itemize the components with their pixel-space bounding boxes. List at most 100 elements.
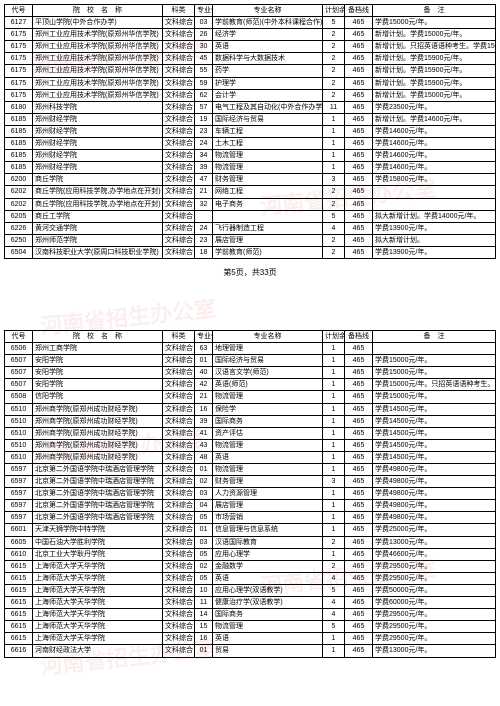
cell-major-code xyxy=(195,210,213,222)
cell-major-code: 19 xyxy=(195,113,213,125)
cell-major-name: 国际经济与贸易 xyxy=(213,355,323,367)
pager: 第5页，共33页 xyxy=(4,267,496,278)
cell-subject: 文科综合 xyxy=(163,150,195,162)
cell-code: 6597 xyxy=(5,464,33,476)
cell-note: 学费13900元/年。 xyxy=(373,222,496,234)
cell-line: 465 xyxy=(345,427,373,439)
cell-major-code: 55 xyxy=(195,65,213,77)
header-note: 备 注 xyxy=(373,330,496,342)
header-major-code: 专业代号 xyxy=(195,330,213,342)
cell-plan: 1 xyxy=(323,633,345,645)
cell-major-code: 23 xyxy=(195,234,213,246)
cell-plan: 2 xyxy=(323,186,345,198)
cell-note xyxy=(373,198,496,210)
cell-code: 6185 xyxy=(5,113,33,125)
cell-school: 中国石油大学胜利学院 xyxy=(33,536,163,548)
cell-major-code: 41 xyxy=(195,427,213,439)
cell-line: 465 xyxy=(345,512,373,524)
table-row: 6127平顶山学院(中外合作办学)文科综合03学前教育(师范)(中外本科课程合作… xyxy=(5,17,496,29)
cell-line: 465 xyxy=(345,198,373,210)
table-row: 6504汉南科技职业大学(原周口科技职业学院)文科综合18学前教育(师范)246… xyxy=(5,246,496,258)
cell-code: 6200 xyxy=(5,174,33,186)
cell-school: 商丘学院(应用科技学院,办学地点在开封) xyxy=(33,186,163,198)
cell-major-code: 47 xyxy=(195,174,213,186)
header-school: 院 校 名 称 xyxy=(33,330,163,342)
cell-school: 郑州财经学院 xyxy=(33,138,163,150)
cell-subject: 文科综合 xyxy=(163,500,195,512)
cell-subject: 文科综合 xyxy=(163,343,195,355)
cell-subject: 文科综合 xyxy=(163,391,195,403)
table-row: 6175郑州工业应用技术学院(原郑州华信学院)文科综合45数据科学与大数据技术2… xyxy=(5,53,496,65)
cell-plan: 3 xyxy=(323,174,345,186)
cell-plan: 2 xyxy=(323,53,345,65)
table-row: 6597北京第二外国语学院中瑞酒店管理学院文科综合05市场营销1465学费498… xyxy=(5,512,496,524)
cell-major-name: 英语 xyxy=(213,633,323,645)
cell-plan: 1 xyxy=(323,512,345,524)
cell-line: 465 xyxy=(345,609,373,621)
cell-line: 465 xyxy=(345,572,373,584)
cell-code: 6507 xyxy=(5,355,33,367)
cell-subject: 文科综合 xyxy=(163,379,195,391)
cell-school: 郑州商学院(原郑州成功财经学院) xyxy=(33,451,163,463)
cell-major-name: 物流管理 xyxy=(213,464,323,476)
cell-note: 学费15000元/年。只招英语语种考生。 xyxy=(373,379,496,391)
cell-note: 学费25000元/年。 xyxy=(373,524,496,536)
cell-school: 北京第二外国语学院中瑞酒店管理学院 xyxy=(33,476,163,488)
cell-school: 安阳学院 xyxy=(33,367,163,379)
cell-school: 郑州工业应用技术学院(原郑州华信学院) xyxy=(33,41,163,53)
cell-major-name: 市场营销 xyxy=(213,512,323,524)
cell-school: 北京第二外国语学院中瑞酒店管理学院 xyxy=(33,512,163,524)
cell-code: 6508 xyxy=(5,391,33,403)
header-subject: 科类 xyxy=(163,5,195,17)
cell-major-name: 英语 xyxy=(213,572,323,584)
cell-major-name: 人力资源管理 xyxy=(213,488,323,500)
cell-major-name: 网络工程 xyxy=(213,186,323,198)
cell-note: 新增计划。只招英语语种考生。学费15000元/年。 xyxy=(373,41,496,53)
cell-school: 安阳学院 xyxy=(33,355,163,367)
cell-major-code: 48 xyxy=(195,451,213,463)
cell-school: 商丘学院 xyxy=(33,174,163,186)
cell-subject: 文科综合 xyxy=(163,113,195,125)
cell-line: 465 xyxy=(345,162,373,174)
cell-subject: 文科综合 xyxy=(163,403,195,415)
table-row: 6202商丘学院(应用科技学院,办学地点在开封)文科综合21网络工程2465 xyxy=(5,186,496,198)
cell-major-code: 16 xyxy=(195,403,213,415)
cell-code: 6510 xyxy=(5,439,33,451)
cell-school: 郑州商学院(原郑州成功财经学院) xyxy=(33,415,163,427)
cell-plan: 1 xyxy=(323,343,345,355)
cell-major-code: 63 xyxy=(195,343,213,355)
cell-school: 郑州商学院(原郑州成功财经学院) xyxy=(33,439,163,451)
cell-subject: 文科综合 xyxy=(163,125,195,137)
header-major-name: 专业名称 xyxy=(213,5,323,17)
cell-major-name: 应用心理学 xyxy=(213,548,323,560)
table-row: 6205商丘工学院文科综合5465拟大新增计划。学费14000元/年。 xyxy=(5,210,496,222)
cell-note: 学费49800元/年。 xyxy=(373,500,496,512)
cell-major-name: 车辆工程 xyxy=(213,125,323,137)
table-header-row: 代号 院 校 名 称 科类 专业代号 专业名称 计划余额 备档线 备 注 xyxy=(5,5,496,17)
table-row: 6185郑州财经学院文科综合39物流管理1465学费14600元/年。 xyxy=(5,162,496,174)
cell-plan: 2 xyxy=(323,41,345,53)
table-row: 6508信阳学院文科综合21物流管理1465学费15000元/年。 xyxy=(5,391,496,403)
cell-school: 郑州商学院(原郑州成功财经学院) xyxy=(33,403,163,415)
cell-major-code: 05 xyxy=(195,572,213,584)
cell-major-name: 国际商务 xyxy=(213,609,323,621)
cell-major-name: 应用心理学(双语教学) xyxy=(213,584,323,596)
cell-subject: 文科综合 xyxy=(163,89,195,101)
cell-subject: 文科综合 xyxy=(163,572,195,584)
cell-note: 学费14500元/年。 xyxy=(373,439,496,451)
cell-major-name: 物流管理 xyxy=(213,391,323,403)
cell-plan: 1 xyxy=(323,415,345,427)
cell-code: 6597 xyxy=(5,500,33,512)
table-row: 6615上海师范大学天华学院文科综合14国际商务4465学费29500元/年。 xyxy=(5,609,496,621)
cell-code: 6175 xyxy=(5,77,33,89)
table-row: 6507安阳学院文科综合42英语(师范)1465学费15000元/年。只招英语语… xyxy=(5,379,496,391)
table-row: 6200商丘学院文科综合47财务管理3465学费15800元/年。 xyxy=(5,174,496,186)
cell-code: 6175 xyxy=(5,29,33,41)
cell-subject: 文科综合 xyxy=(163,512,195,524)
cell-subject: 文科综合 xyxy=(163,464,195,476)
header-subject: 科类 xyxy=(163,330,195,342)
cell-note: 新增计划。学费15900元/年。 xyxy=(373,77,496,89)
cell-subject: 文科综合 xyxy=(163,524,195,536)
cell-note xyxy=(373,343,496,355)
cell-subject: 文科综合 xyxy=(163,476,195,488)
